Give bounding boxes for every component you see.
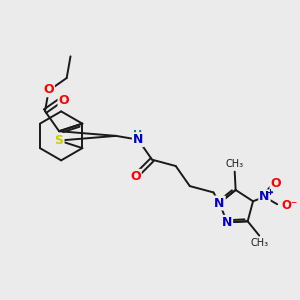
- Text: O: O: [271, 177, 281, 190]
- Text: S: S: [55, 134, 64, 147]
- Text: N: N: [133, 133, 143, 146]
- Text: N: N: [222, 216, 232, 229]
- Text: N: N: [214, 196, 225, 209]
- Text: N: N: [259, 190, 270, 203]
- Text: O: O: [58, 94, 69, 107]
- Text: O: O: [43, 83, 54, 96]
- Text: O: O: [130, 170, 141, 183]
- Text: CH₃: CH₃: [226, 159, 244, 169]
- Text: +: +: [266, 188, 273, 197]
- Text: O⁻: O⁻: [281, 199, 297, 212]
- Text: CH₃: CH₃: [250, 238, 268, 248]
- Text: H: H: [134, 130, 143, 140]
